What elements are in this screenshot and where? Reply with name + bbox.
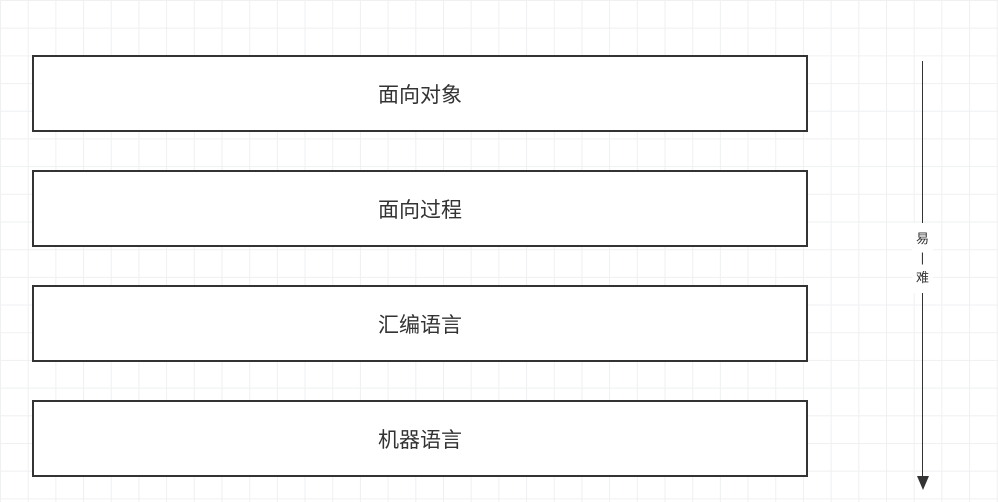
level-box-label: 面向过程 [378,194,462,224]
level-box: 机器语言 [32,400,808,477]
arrow-label-top: 易 [912,229,933,249]
level-box: 汇编语言 [32,285,808,362]
arrow-head-icon [917,476,929,490]
level-box-label: 机器语言 [378,424,462,454]
arrow-label-bottom: 难 [912,268,933,288]
level-box: 面向过程 [32,170,808,247]
level-box: 面向对象 [32,55,808,132]
arrow-label-sep: | [912,248,933,268]
arrow-label: 易 | 难 [912,223,933,294]
level-box-label: 面向对象 [378,79,462,109]
level-box-label: 汇编语言 [378,309,462,339]
